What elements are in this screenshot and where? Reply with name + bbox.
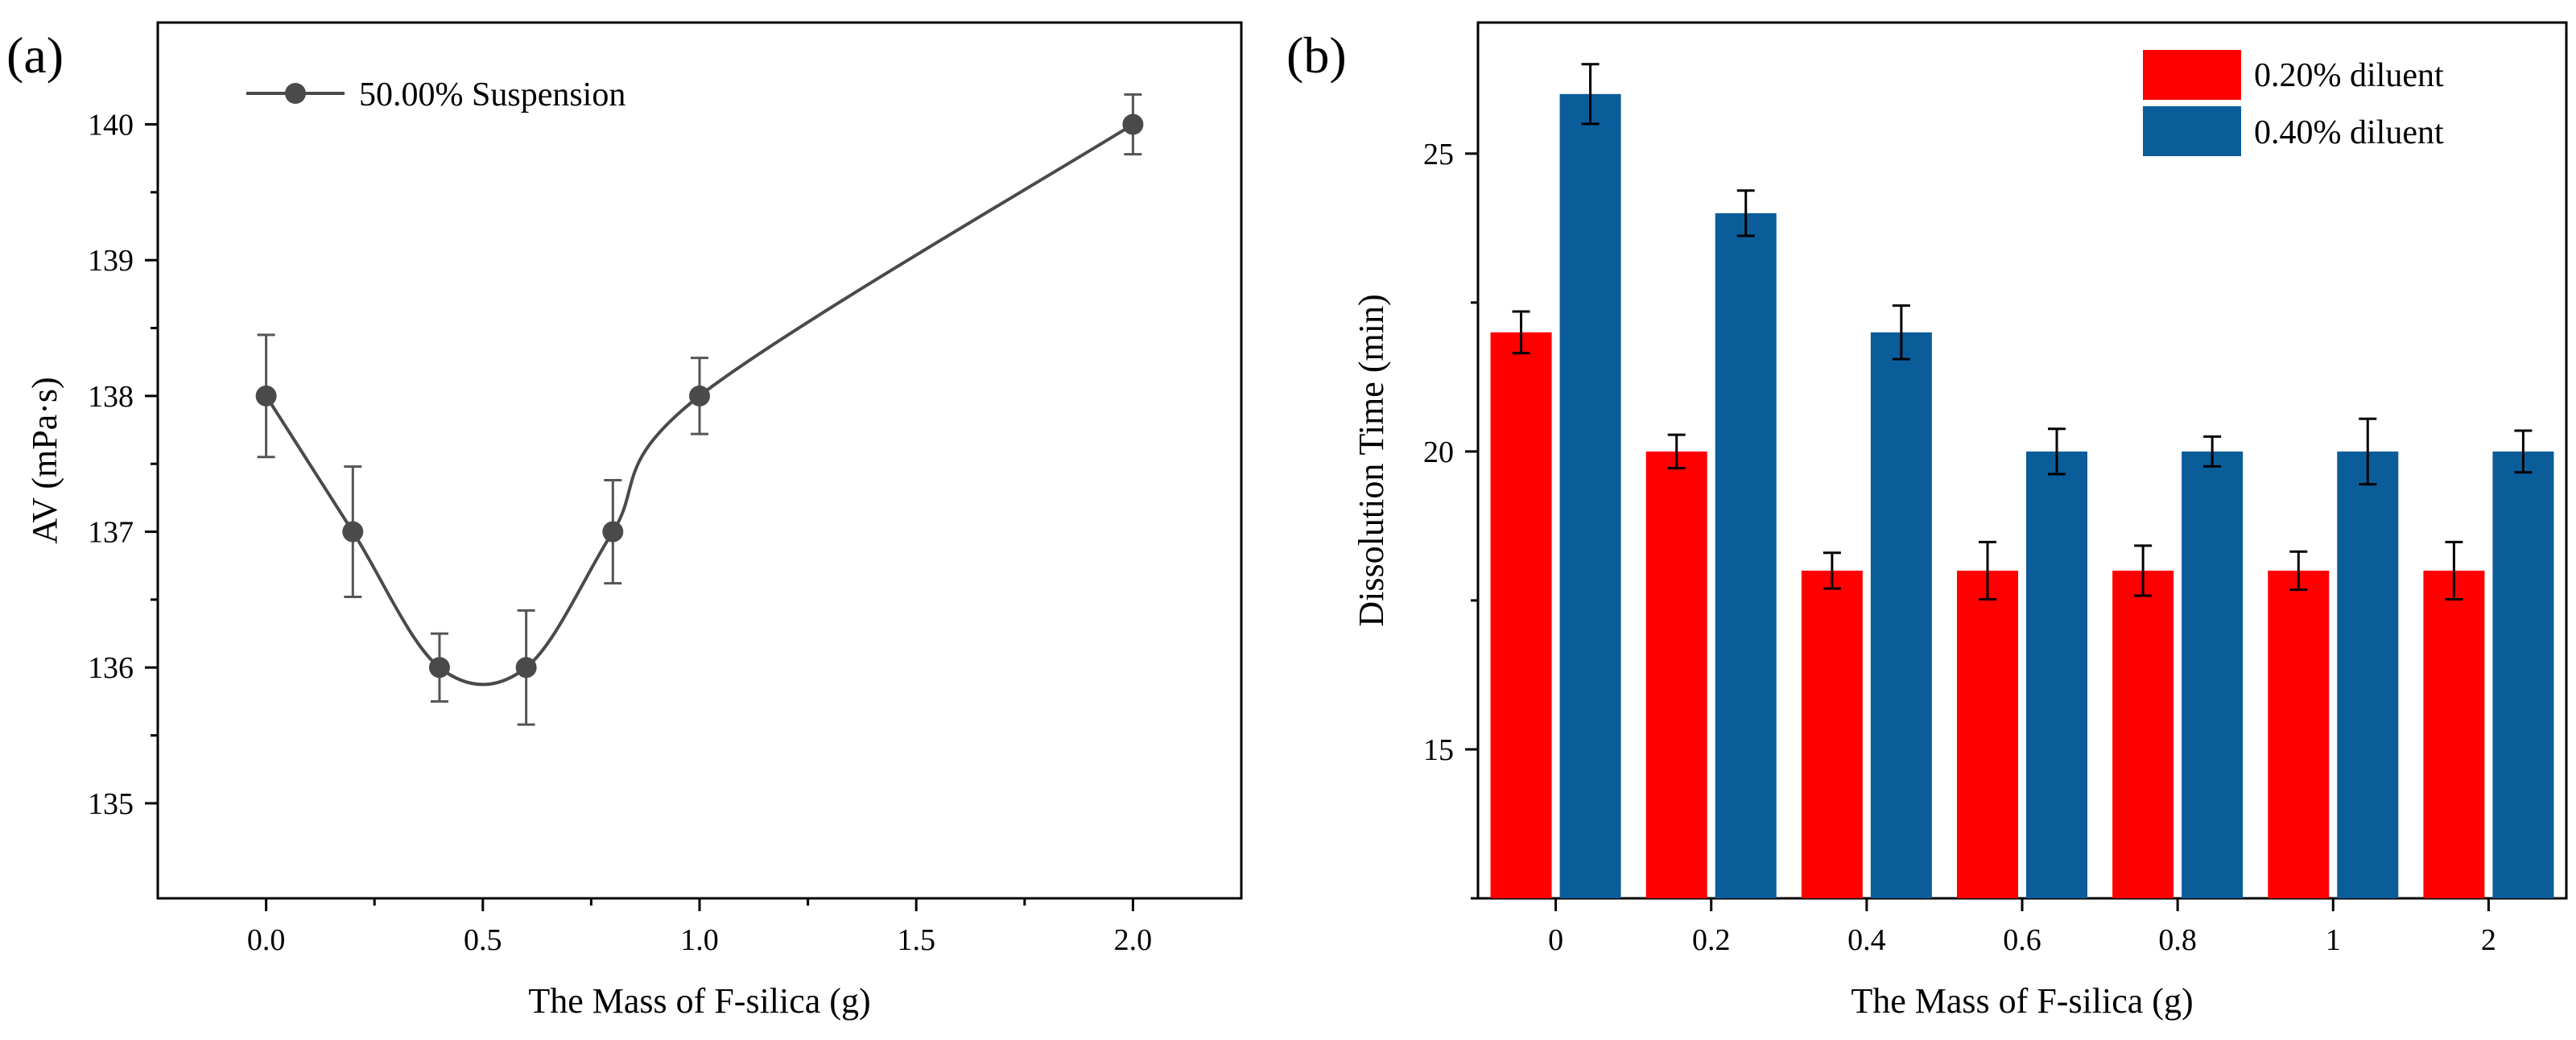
panel-b-bar-chart: (b) 15 20 25 0 0.2 0.4 0.6 0.8 1 2 0.20% diluent … <box>1286 21 2568 1021</box>
bar-0-40-diluent <box>2026 451 2087 898</box>
panel-a-line-chart: (a) 0.0 0.5 1.0 1.5 2.0 135 136 137 138 139 140 50… <box>6 21 1243 1021</box>
x-tick-label: 0.6 <box>2003 923 2041 957</box>
panel-a-plot-frame <box>156 21 1243 900</box>
panel-a-y-axis-title: AV (mPa·s) <box>25 377 64 543</box>
bar-0-20-diluent <box>2112 570 2174 898</box>
y-tick-label: 137 <box>88 516 134 550</box>
legend-label-0-20-diluent: 0.20% diluent <box>2254 57 2444 94</box>
x-tick-label: 0.8 <box>2158 923 2197 957</box>
data-point <box>689 385 710 407</box>
bar-0-40-diluent <box>1870 332 1932 899</box>
bar-0-20-diluent <box>1801 570 1863 898</box>
bar-0-20-diluent <box>1490 332 1552 899</box>
data-point <box>342 521 364 543</box>
legend-label-suspension: 50.00% Suspension <box>359 76 625 113</box>
legend-swatch-0-40-diluent <box>2143 106 2241 156</box>
panel-b-y-axis-title: Dissolution Time (min) <box>1352 294 1391 626</box>
x-tick-label: 2 <box>2481 923 2496 957</box>
panel-b-data <box>1490 63 2554 899</box>
bar-0-40-diluent <box>1559 93 1621 898</box>
bar-0-20-diluent <box>1957 570 2018 898</box>
x-tick-label: 1.0 <box>680 923 719 957</box>
data-point <box>515 657 537 679</box>
x-tick-label: 0 <box>1548 923 1563 957</box>
data-point <box>255 385 277 407</box>
bar-0-40-diluent <box>1715 213 1777 899</box>
y-tick-label: 140 <box>88 109 134 142</box>
data-point <box>602 521 624 543</box>
bar-0-40-diluent <box>2492 451 2554 898</box>
x-tick-label: 1.5 <box>897 923 935 957</box>
y-tick-label: 15 <box>1423 733 1454 767</box>
y-tick-label: 139 <box>88 244 134 278</box>
x-tick-label: 0.0 <box>247 923 286 957</box>
panel-b-label: (b) <box>1286 27 1347 84</box>
panel-a-label: (a) <box>6 27 64 84</box>
data-point <box>1122 113 1144 135</box>
x-tick-label: 0.4 <box>1847 923 1886 957</box>
legend-marker-suspension <box>285 83 306 104</box>
x-tick-label: 2.0 <box>1114 923 1153 957</box>
x-tick-label: 1 <box>2326 923 2341 957</box>
bar-0-40-diluent <box>2337 451 2399 898</box>
x-tick-label: 0.2 <box>1692 923 1731 957</box>
bar-0-20-diluent <box>1645 451 1707 898</box>
panel-b-x-axis-title: The Mass of F-silica (g) <box>1851 981 2193 1021</box>
legend-label-0-40-diluent: 0.40% diluent <box>2254 114 2444 151</box>
panel-a-x-axis-title: The Mass of F-silica (g) <box>528 981 870 1021</box>
panel-a-ticks: 0.0 0.5 1.0 1.5 2.0 135 136 137 138 139 140 <box>88 109 1152 957</box>
panel-b-legend: 0.20% diluent 0.40% diluent <box>2143 50 2444 156</box>
data-point <box>428 657 450 679</box>
panel-b-ticks: 15 20 25 0 0.2 0.4 0.6 0.8 1 2 <box>1423 138 2496 957</box>
y-tick-label: 136 <box>88 651 134 685</box>
bar-0-20-diluent <box>2423 570 2485 898</box>
y-tick-label: 138 <box>88 380 134 414</box>
bar-0-40-diluent <box>2182 451 2244 898</box>
panel-a-legend: 50.00% Suspension <box>246 76 625 113</box>
y-tick-label: 20 <box>1423 435 1454 469</box>
y-tick-label: 25 <box>1423 138 1454 171</box>
bar-0-20-diluent <box>2268 570 2330 898</box>
panel-b-plot-frame <box>1476 21 2568 900</box>
y-tick-label: 135 <box>88 787 134 821</box>
x-tick-label: 0.5 <box>464 923 502 957</box>
panel-a-data <box>255 93 1144 726</box>
legend-swatch-0-20-diluent <box>2143 50 2241 100</box>
